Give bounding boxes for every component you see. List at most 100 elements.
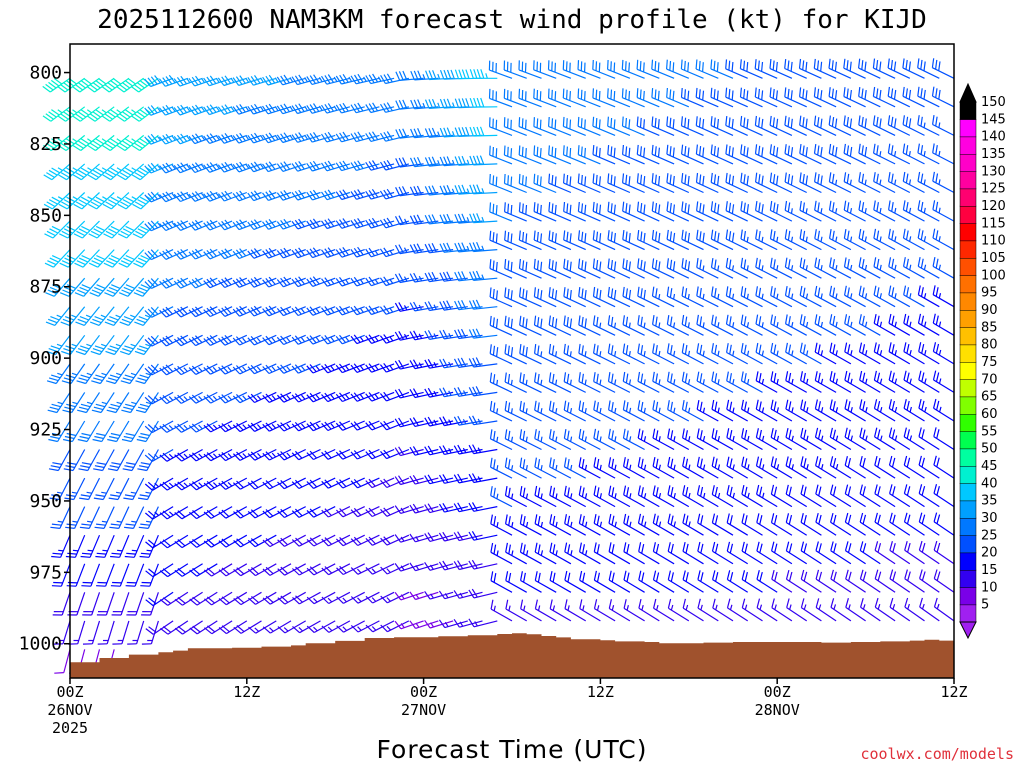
barb-flag <box>224 133 232 142</box>
wind-barb <box>488 60 513 79</box>
barb-flag <box>294 508 303 517</box>
barb-flag <box>386 217 393 227</box>
barb-half-flag <box>403 333 408 340</box>
barb-flag <box>548 400 552 411</box>
barb-flag <box>412 503 420 513</box>
barb-flag <box>72 174 82 181</box>
barb-flag <box>306 220 313 230</box>
barb-shaft <box>151 306 174 318</box>
barb-flag <box>280 191 287 200</box>
barb-flag <box>687 119 690 129</box>
barb-flag <box>623 485 627 496</box>
wind-barb <box>336 620 365 633</box>
wind-barb <box>103 249 130 268</box>
wind-barb <box>379 420 410 431</box>
barb-flag <box>66 255 76 261</box>
barb-flag <box>741 456 745 467</box>
barb-half-flag <box>555 379 558 386</box>
barb-flag <box>324 219 331 228</box>
barb-shaft <box>114 363 130 384</box>
wind-barb <box>291 563 321 576</box>
barb-flag <box>268 74 276 84</box>
barb-shaft <box>386 391 410 402</box>
barb-flag <box>247 510 256 519</box>
wind-barb <box>365 563 395 575</box>
barb-flag <box>666 343 670 353</box>
barb-half-flag <box>451 188 455 194</box>
barb-flag <box>327 74 335 83</box>
barb-flag <box>306 249 314 258</box>
barb-shaft <box>429 477 454 485</box>
barb-flag <box>700 572 704 582</box>
barb-flag <box>613 176 616 186</box>
barb-flag <box>653 598 657 609</box>
barb-flag <box>454 127 460 137</box>
barb-half-flag <box>552 605 556 611</box>
barb-flag <box>159 309 167 318</box>
barb-half-flag <box>330 336 335 342</box>
barb-flag <box>206 134 214 143</box>
barb-shaft <box>240 477 262 490</box>
barb-flag <box>306 191 313 201</box>
wind-barb <box>336 591 365 604</box>
barb-flag <box>125 462 136 465</box>
barb-half-flag <box>540 550 544 556</box>
barb-flag <box>76 380 86 385</box>
barb-shaft <box>151 420 174 434</box>
barb-flag <box>729 316 732 326</box>
barb-flag <box>180 248 188 257</box>
barb-flag <box>280 508 288 517</box>
barb-flag <box>217 77 225 86</box>
barb-flag <box>324 392 332 401</box>
barb-flag <box>599 261 602 272</box>
barb-half-flag <box>643 322 646 328</box>
barb-shaft <box>429 620 454 629</box>
barb-flag <box>439 388 445 397</box>
barb-flag <box>729 572 734 582</box>
barb-flag <box>262 105 269 115</box>
barb-flag <box>713 117 716 128</box>
barb-flag <box>505 542 508 553</box>
barb-flag <box>109 465 120 469</box>
barb-flag <box>371 160 379 169</box>
barb-flag <box>59 292 70 297</box>
barb-flag <box>595 118 598 128</box>
barb-flag <box>684 401 688 412</box>
barb-shaft <box>85 363 100 384</box>
barb-shaft <box>83 277 100 297</box>
barb-flag <box>696 258 699 268</box>
barb-flag <box>203 280 211 289</box>
barb-flag <box>607 230 610 240</box>
barb-flag <box>398 302 405 311</box>
barb-shaft <box>225 563 248 577</box>
barb-shaft <box>429 591 454 600</box>
barb-flag <box>159 599 169 606</box>
barb-shaft <box>132 506 145 529</box>
wind-barb <box>518 88 542 108</box>
barb-flag <box>540 204 542 215</box>
barb-flag <box>339 74 346 84</box>
barb-half-flag <box>614 436 617 442</box>
barb-flag <box>507 317 510 327</box>
barb-flag <box>759 571 763 582</box>
wind-barb <box>124 506 145 529</box>
barb-flag <box>144 107 152 116</box>
barb-flag <box>321 220 328 229</box>
barb-flag <box>717 175 720 186</box>
barb-flag <box>442 531 449 541</box>
barb-flag <box>81 255 91 261</box>
barb-flag <box>251 595 259 604</box>
barb-flag <box>726 428 730 438</box>
barb-half-flag <box>286 423 291 429</box>
barb-flag <box>177 568 186 576</box>
barb-half-flag <box>271 395 276 400</box>
barb-shaft <box>71 392 86 413</box>
barb-flag <box>116 85 125 93</box>
barb-flag <box>79 497 89 501</box>
barb-flag <box>479 126 485 136</box>
barb-flag <box>442 358 449 368</box>
barb-half-flag <box>700 604 703 611</box>
barb-flag <box>595 231 599 242</box>
barb-flag <box>294 133 302 142</box>
wind-barb <box>410 70 439 81</box>
